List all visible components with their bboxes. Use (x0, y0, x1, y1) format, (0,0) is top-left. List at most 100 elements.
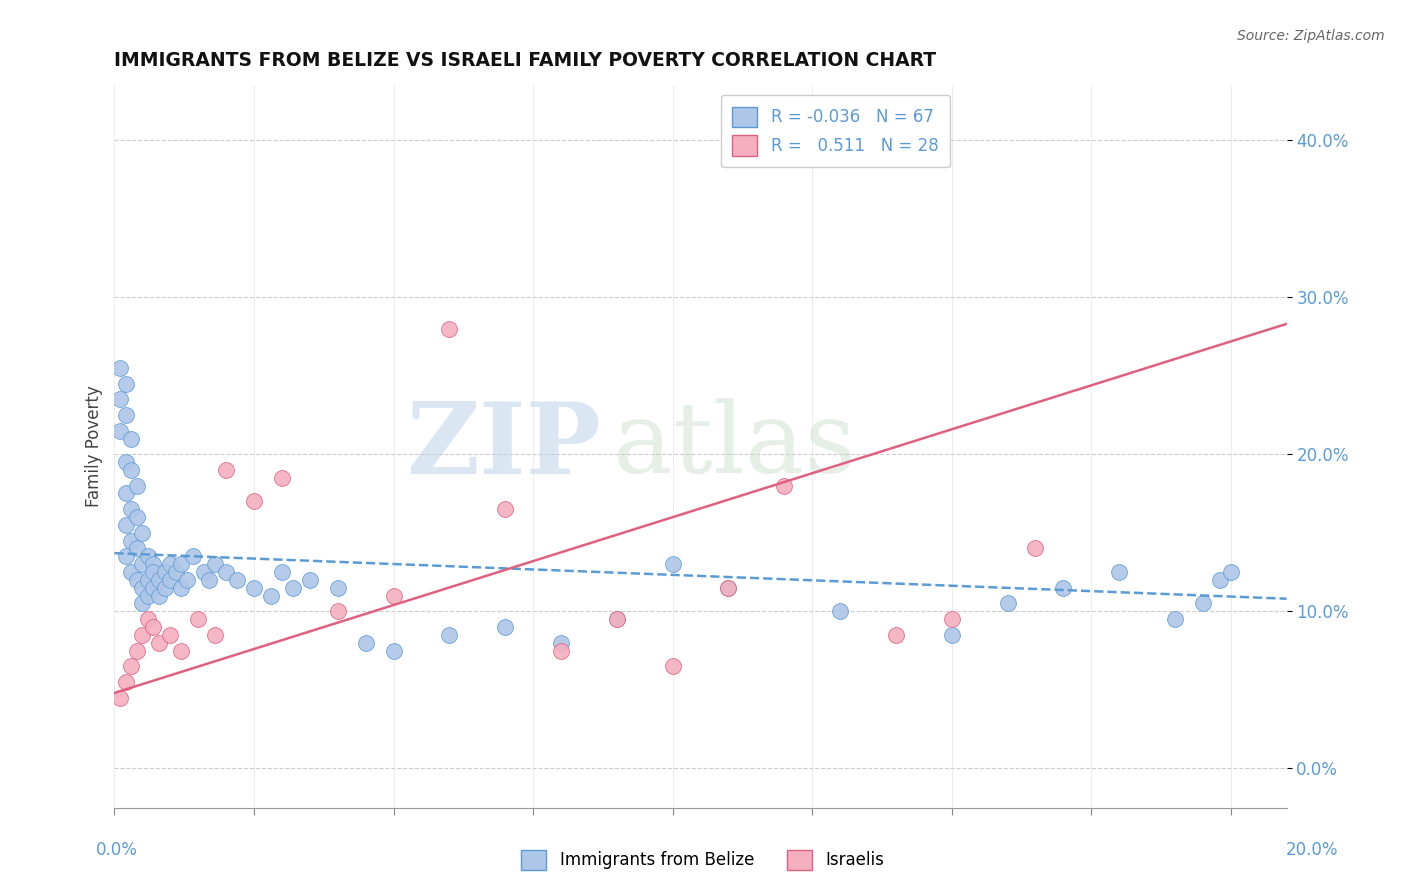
Point (125, 541, 148, 556)
Point (204, 557, 226, 571)
Point (494, 502, 516, 516)
Point (550, 643, 572, 657)
Point (884, 628, 907, 642)
Point (717, 581, 740, 595)
Point (382, 643, 405, 657)
Point (114, 675, 136, 690)
Point (941, 628, 963, 642)
Point (1192, 596, 1215, 610)
Point (120, 565, 142, 579)
Point (326, 581, 349, 595)
Point (136, 573, 159, 587)
Point (494, 620, 516, 634)
Point (828, 133, 851, 147)
Point (125, 510, 148, 524)
Point (153, 565, 176, 579)
Point (606, 612, 628, 626)
Text: ZIP: ZIP (406, 398, 600, 495)
Point (204, 628, 226, 642)
Point (1164, 612, 1187, 626)
Point (260, 589, 283, 603)
Point (153, 581, 176, 595)
Point (550, 636, 572, 650)
Point (148, 636, 170, 650)
Point (159, 557, 181, 571)
Text: 0.0%: 0.0% (96, 841, 138, 859)
Text: atlas: atlas (613, 399, 855, 494)
Point (114, 517, 136, 532)
Point (131, 581, 153, 595)
Point (120, 659, 142, 673)
Point (661, 557, 683, 571)
Point (142, 581, 165, 595)
Point (108, 690, 131, 705)
Point (125, 643, 148, 657)
Point (1219, 565, 1241, 579)
Point (108, 360, 131, 375)
Point (125, 478, 148, 492)
Point (142, 557, 165, 571)
Point (131, 628, 153, 642)
Point (131, 596, 153, 610)
Point (661, 659, 683, 673)
Point (131, 525, 153, 540)
Point (114, 549, 136, 564)
Point (108, 392, 131, 407)
Point (326, 604, 349, 618)
Point (125, 573, 148, 587)
Point (170, 557, 193, 571)
Point (226, 573, 249, 587)
Point (270, 565, 292, 579)
Point (120, 432, 142, 446)
Point (176, 573, 198, 587)
Point (1024, 541, 1046, 556)
Point (120, 533, 142, 548)
Point (439, 321, 461, 335)
Point (1052, 581, 1074, 595)
Point (198, 573, 221, 587)
Point (717, 581, 740, 595)
Y-axis label: Family Poverty: Family Poverty (86, 385, 103, 508)
Point (1108, 565, 1130, 579)
Legend: R = -0.036   N = 67, R =   0.511   N = 28: R = -0.036 N = 67, R = 0.511 N = 28 (721, 95, 950, 167)
Point (170, 581, 193, 595)
Point (159, 628, 181, 642)
Point (131, 557, 153, 571)
Point (298, 573, 321, 587)
Point (170, 643, 193, 657)
Point (606, 612, 628, 626)
Point (136, 589, 159, 603)
Point (136, 549, 159, 564)
Point (120, 463, 142, 477)
Point (997, 596, 1019, 610)
Point (165, 565, 187, 579)
Point (120, 502, 142, 516)
Point (828, 604, 851, 618)
Point (215, 565, 238, 579)
Legend: Immigrants from Belize, Israelis: Immigrants from Belize, Israelis (515, 843, 891, 877)
Point (114, 376, 136, 391)
Point (1208, 573, 1230, 587)
Point (354, 636, 377, 650)
Point (243, 494, 266, 508)
Point (281, 581, 304, 595)
Point (187, 612, 209, 626)
Text: 20.0%: 20.0% (1286, 841, 1339, 859)
Point (941, 612, 963, 626)
Point (181, 549, 204, 564)
Text: Source: ZipAtlas.com: Source: ZipAtlas.com (1237, 29, 1385, 43)
Point (108, 424, 131, 438)
Text: IMMIGRANTS FROM BELIZE VS ISRAELI FAMILY POVERTY CORRELATION CHART: IMMIGRANTS FROM BELIZE VS ISRAELI FAMILY… (114, 51, 936, 70)
Point (439, 628, 461, 642)
Point (159, 573, 181, 587)
Point (148, 589, 170, 603)
Point (114, 486, 136, 500)
Point (142, 620, 165, 634)
Point (114, 408, 136, 422)
Point (136, 612, 159, 626)
Point (193, 565, 215, 579)
Point (773, 478, 796, 492)
Point (142, 565, 165, 579)
Point (382, 589, 405, 603)
Point (148, 573, 170, 587)
